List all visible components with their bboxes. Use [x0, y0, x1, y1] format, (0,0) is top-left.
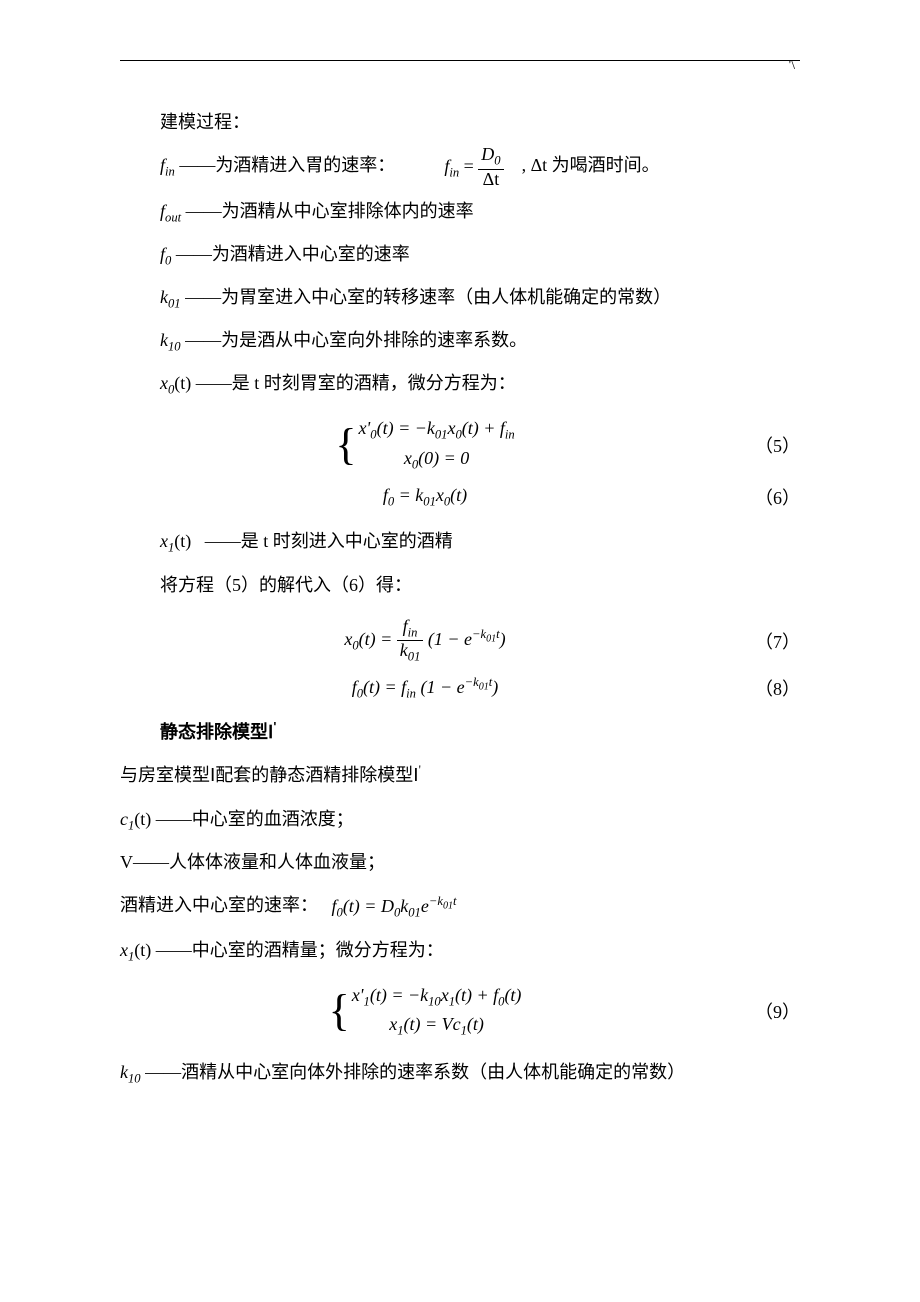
eq-num-6: （6）: [730, 484, 800, 510]
equation-5: { x'0(t) = −k01x0(t) + fin x0(0) = 0 （5）: [120, 415, 800, 474]
def-V: V——人体体液量和人体血液量；: [120, 841, 800, 884]
eq-num-9: （9）: [730, 998, 800, 1024]
sym-dt: Δt: [531, 155, 548, 175]
system-9: { x'1(t) = −k10x1(t) + f0(t) x1(t) = Vc1…: [329, 982, 522, 1041]
sym-k10-2: k10: [120, 1062, 141, 1082]
equation-7: x0(t) = fin k01 (1 − e−k01t) （7）: [120, 617, 800, 665]
def-c1t: c1(t) ——中心室的血酒浓度；: [120, 798, 800, 841]
sym-k01: k01: [160, 287, 181, 307]
system-5: { x'0(t) = −k01x0(t) + fin x0(0) = 0: [335, 415, 514, 474]
equation-6: f0 = k01x0(t) （6）: [120, 484, 800, 510]
def-f0: f0 ——为酒精进入中心室的速率: [160, 233, 800, 276]
def-k10-2: k10 ——酒精从中心室向体外排除的速率系数（由人体机能确定的常数）: [120, 1051, 800, 1094]
def-fin-tail: 为喝酒时间。: [552, 155, 660, 175]
header-rule: [120, 60, 800, 61]
sym-fin: fin: [160, 155, 175, 175]
def-x0t: x0(t) ——是 t 时刻胃室的酒精，微分方程为：: [160, 362, 800, 405]
def-k10: k10 ——为是酒从中心室向外排除的速率系数。: [160, 319, 800, 362]
page: '\ 建模过程： fin ——为酒精进入胃的速率： fin = D0 Δt , …: [0, 0, 920, 1154]
frac-fin-k01: fin k01: [397, 617, 424, 665]
subst-5-6: 将方程（5）的解代入（6）得：: [160, 564, 800, 607]
equation-9: { x'1(t) = −k10x1(t) + f0(t) x1(t) = Vc1…: [120, 982, 800, 1041]
sym-x0t: x0(t): [160, 373, 191, 393]
def-x1t: x1(t) ——是 t 时刻进入中心室的酒精: [160, 520, 800, 563]
def-rate-central: 酒精进入中心室的速率： f0(t) = D0k01e−k01t: [120, 884, 800, 928]
frac-D0-dt: D0 Δt: [478, 145, 503, 189]
def-fin: fin ——为酒精进入胃的速率： fin = D0 Δt , Δt 为喝酒时间。: [160, 144, 800, 189]
sym-fout: fout: [160, 201, 181, 221]
heading-modeling: 建模过程：: [160, 101, 800, 144]
eq-f0-D0: f0(t) = D0k01e−k01t: [332, 885, 457, 928]
def-k01: k01 ——为胃室进入中心室的转移速率（由人体机能确定的常数）: [160, 276, 800, 319]
def-fout: fout ——为酒精从中心室排除体内的速率: [160, 190, 800, 233]
corner-mark: '\: [789, 58, 795, 74]
equation-8: f0(t) = fin (1 − e−k01t) （8）: [120, 675, 800, 702]
sym-x1t-2: x1(t): [120, 940, 151, 960]
sym-k10: k10: [160, 330, 181, 350]
sym-c1t: c1(t): [120, 809, 151, 829]
eq-fin: fin = D0 Δt: [444, 145, 503, 190]
eq-num-5: （5）: [730, 432, 800, 458]
heading-static-model: 静态排除模型Ⅰ': [160, 711, 800, 754]
sym-x1t: x1(t): [160, 531, 191, 551]
static-intro: 与房室模型Ⅰ配套的静态酒精排除模型Ⅰ': [120, 754, 800, 797]
sym-f0: f0: [160, 244, 171, 264]
def-fin-text: ——为酒精进入胃的速率：: [179, 155, 395, 175]
eq-num-8: （8）: [730, 675, 800, 701]
def-x1t-central: x1(t) ——中心室的酒精量；微分方程为：: [120, 929, 800, 972]
eq-num-7: （7）: [730, 628, 800, 654]
